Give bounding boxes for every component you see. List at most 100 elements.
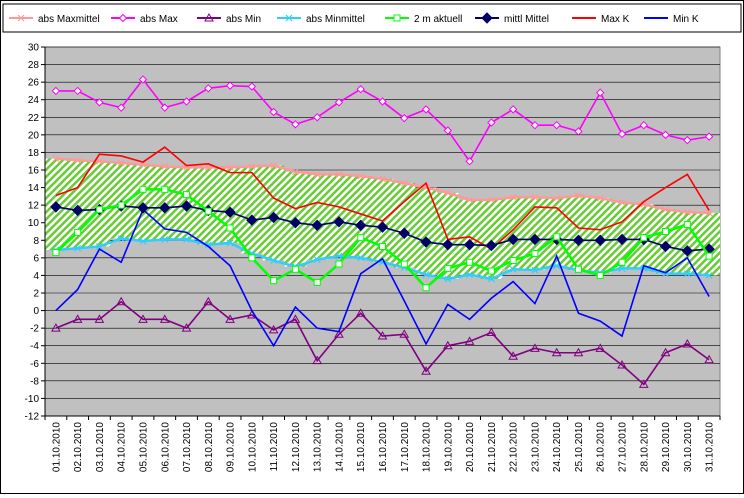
2-m-aktuell-point xyxy=(466,258,474,266)
x-tick-label: 13.10.2010 xyxy=(313,422,324,472)
x-tick-label: 27.10.2010 xyxy=(618,422,629,472)
abs-max-point xyxy=(596,88,605,97)
abs-max-point xyxy=(400,113,409,123)
abs-minmittel-point xyxy=(618,264,626,272)
mittl-mittel-point xyxy=(594,234,606,246)
mittl-mittel-point xyxy=(159,202,171,214)
abs-maxmittel-point xyxy=(52,155,60,163)
abs-min-point xyxy=(94,314,105,323)
y-tick-label: -6 xyxy=(30,359,39,370)
y-tick-label: -10 xyxy=(25,394,40,405)
abs-minmittel-point xyxy=(509,265,517,273)
2-m-aktuell-point xyxy=(422,284,430,292)
abs-maxmittel-point xyxy=(509,193,517,201)
mittl-mittel-point xyxy=(376,221,389,233)
legend-item-abs-maxmittel: abs Maxmittel xyxy=(9,14,100,25)
2-m-aktuell-point xyxy=(313,278,321,286)
y-tick-label: -12 xyxy=(25,412,40,423)
abs-maxmittel-point xyxy=(553,194,561,202)
abs-minmittel-point xyxy=(531,266,539,274)
series-min-k xyxy=(55,208,710,348)
x-tick-label: 21.10.2010 xyxy=(487,422,498,472)
mittl-mittel-point xyxy=(50,201,62,213)
abs-max-point xyxy=(117,103,126,112)
legend-item-mittl-mittel: mittl Mittel xyxy=(475,12,549,25)
mittl-mittel-point xyxy=(420,236,432,248)
abs-maxmittel-point xyxy=(313,170,321,178)
abs-minmittel-point xyxy=(553,262,561,270)
abs-min-point xyxy=(573,347,584,357)
abs-min-point xyxy=(704,354,714,364)
y-tick-label: 12 xyxy=(28,201,40,212)
abs-min-point xyxy=(116,296,127,306)
legend-item-min-k: Min K xyxy=(644,14,699,25)
2-m-aktuell-point xyxy=(487,267,495,275)
x-tick-label: 17.10.2010 xyxy=(400,422,411,472)
legend-abs-maxmittel-point xyxy=(17,14,25,22)
y-tick-label: -2 xyxy=(30,324,39,335)
abs-maxmittel-point xyxy=(618,199,626,206)
abs-min-point xyxy=(312,355,323,365)
y-tick-label: -4 xyxy=(30,341,39,352)
abs-maxmittel-point xyxy=(139,161,147,169)
x-tick-label: 19.10.2010 xyxy=(443,422,454,472)
abs-minmittel-point xyxy=(487,275,495,283)
2-m-aktuell-point xyxy=(74,228,82,236)
abs-maxmittel-point xyxy=(596,194,604,202)
legend-item-2-m-aktuell: 2 m aktuell xyxy=(385,14,462,25)
x-tick-label: 03.10.2010 xyxy=(95,422,106,472)
abs-max-point xyxy=(312,113,322,122)
2-m-aktuell-point xyxy=(596,271,604,279)
series-max-k xyxy=(55,146,710,251)
abs-max-point xyxy=(465,157,474,166)
abs-minmittel-point xyxy=(139,237,147,245)
x-tick-label: 16.10.2010 xyxy=(378,422,389,472)
abs-min-point xyxy=(138,314,148,323)
abs-minmittel-point xyxy=(313,256,321,264)
abs-minmittel-point xyxy=(161,235,169,243)
mittl-mittel-point xyxy=(485,239,498,252)
abs-minmittel-point xyxy=(444,275,452,283)
legend-label: abs Maxmittel xyxy=(38,14,100,25)
x-tick-label: 04.10.2010 xyxy=(117,422,128,472)
y-tick-label: 26 xyxy=(28,78,40,89)
abs-minmittel-point xyxy=(683,270,691,278)
abs-max-point xyxy=(356,84,365,94)
legend-label: abs Max xyxy=(140,14,178,25)
abs-max-point xyxy=(443,126,453,135)
abs-maxmittel-point xyxy=(379,175,386,183)
x-tick-label: 07.10.2010 xyxy=(182,422,193,472)
abs-max-point xyxy=(530,120,540,130)
abs-min-point xyxy=(399,329,410,338)
abs-max-point xyxy=(378,97,387,106)
legend-item-abs-max: abs Max xyxy=(111,13,178,25)
abs-maxmittel-point xyxy=(400,179,408,187)
x-tick-label: 12.10.2010 xyxy=(291,422,302,472)
abs-min-point xyxy=(181,323,192,332)
abs-minmittel-point xyxy=(357,254,365,262)
2-m-aktuell-point xyxy=(444,264,452,272)
2-m-aktuell-point xyxy=(574,265,582,273)
abs-max-point xyxy=(51,86,61,96)
y-axis: 302826242220181614121086420-2-4-6-8-10-1… xyxy=(25,43,46,423)
abs-maxmittel-point xyxy=(161,163,169,170)
2-m-aktuell-point xyxy=(640,234,648,242)
abs-max-point xyxy=(225,81,235,90)
abs-min-point xyxy=(508,351,519,360)
abs-maxmittel-point xyxy=(683,208,691,216)
abs-min-point xyxy=(225,314,235,323)
mittl-mittel-point xyxy=(289,217,302,229)
y-tick-label: 8 xyxy=(33,236,39,247)
legend-label: mittl Mittel xyxy=(504,14,549,25)
abs-min-point xyxy=(268,324,279,334)
legend-label: 2 m aktuell xyxy=(414,14,462,25)
x-tick-label: 20.10.2010 xyxy=(465,422,476,472)
series-abs-min xyxy=(51,296,714,388)
abs-max-point xyxy=(552,120,561,130)
band-fill xyxy=(45,158,720,279)
series-mittl-mittel xyxy=(50,200,715,257)
abs-max-point xyxy=(182,97,191,106)
legend-item-abs-min: abs Min xyxy=(197,12,261,25)
mittl-mittel-point xyxy=(355,219,367,232)
abs-minmittel-point xyxy=(226,239,234,247)
